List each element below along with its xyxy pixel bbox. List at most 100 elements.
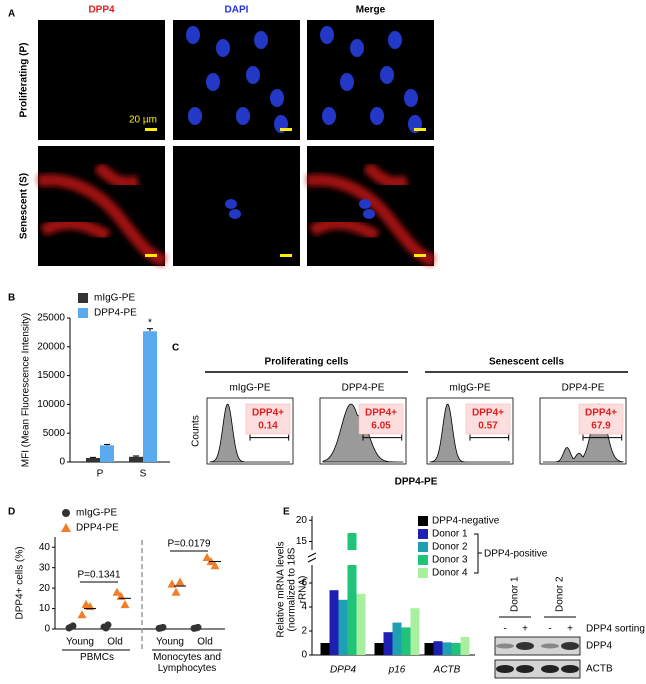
legend-marker xyxy=(62,509,70,517)
band xyxy=(561,642,579,650)
band-label: DPP4 xyxy=(586,641,613,652)
plot-label: mIgG-PE xyxy=(229,383,270,394)
y-tick-label: 6 xyxy=(301,578,307,589)
gate-label: DPP4+ xyxy=(585,408,617,419)
point xyxy=(210,561,220,570)
plot-frame xyxy=(426,397,514,465)
point xyxy=(194,623,202,631)
bar xyxy=(100,445,114,462)
band xyxy=(541,643,559,649)
blot-strip xyxy=(494,659,581,679)
gate-box xyxy=(358,403,404,435)
legend-swatch xyxy=(78,308,88,318)
column-header: DPP4 xyxy=(88,5,115,16)
gate-value: 67.9 xyxy=(591,421,611,432)
y-tick-label: 30 xyxy=(39,562,51,573)
y-tick-label: 20 xyxy=(296,515,308,526)
bar xyxy=(129,456,143,462)
legend-label: Donor 4 xyxy=(432,568,468,579)
stain xyxy=(306,174,437,267)
legend-swatch xyxy=(418,542,428,552)
group-header: Senescent cells xyxy=(489,357,564,368)
bar xyxy=(433,641,443,655)
legend-label: mIgG-PE xyxy=(94,293,135,304)
x-tick-label: p16 xyxy=(388,665,406,676)
gate-value: 0.14 xyxy=(258,421,278,432)
plot-label: DPP4-PE xyxy=(342,383,385,394)
nucleus xyxy=(320,26,334,44)
bar xyxy=(383,632,393,655)
gate-value: 6.05 xyxy=(371,421,391,432)
gate-label: DPP4+ xyxy=(252,408,284,419)
sign-label: - xyxy=(548,624,551,635)
micrograph xyxy=(38,20,165,140)
significance-mark: * xyxy=(148,317,152,328)
group-label: PBMCs xyxy=(80,652,114,663)
plot-frame xyxy=(539,397,627,465)
nucleus xyxy=(363,209,375,219)
scale-bar xyxy=(145,254,157,257)
bar xyxy=(329,590,339,655)
panel-label: B xyxy=(8,293,15,304)
lane-label: Donor 1 xyxy=(510,576,521,612)
y-tick-label: 20 xyxy=(39,583,51,594)
histogram xyxy=(429,403,510,463)
legend-label: Donor 1 xyxy=(432,529,468,540)
legend-group-label: DPP4-positive xyxy=(484,549,548,560)
y-axis-label: DPP4+ cells (%) xyxy=(15,546,26,619)
nucleus xyxy=(359,199,371,209)
histogram xyxy=(209,403,290,463)
legend-swatch xyxy=(418,516,428,526)
bar xyxy=(86,457,100,462)
scale-bar xyxy=(414,254,426,257)
x-tick-label: Old xyxy=(197,637,213,648)
bar xyxy=(338,599,348,655)
nucleus xyxy=(188,107,202,125)
bar xyxy=(392,622,402,655)
nucleus xyxy=(270,89,284,107)
legend-label: Donor 2 xyxy=(432,542,468,553)
gate-label: DPP4+ xyxy=(472,408,504,419)
legend-swatch xyxy=(418,568,428,578)
x-tick-label: Young xyxy=(66,637,94,648)
y-tick-label: 2 xyxy=(301,626,307,637)
scale-bar xyxy=(280,128,292,131)
nucleus xyxy=(380,66,394,84)
stain xyxy=(39,217,111,242)
x-tick-label: Young xyxy=(156,637,184,648)
panel-label: E xyxy=(283,507,290,518)
point xyxy=(112,587,122,596)
y-axis-label: Counts xyxy=(191,415,202,447)
plot-frame xyxy=(319,397,407,465)
band xyxy=(541,665,559,673)
group-label: Monocytes and Lymphocytes xyxy=(153,652,221,674)
plot-label: DPP4-PE xyxy=(562,383,605,394)
bar xyxy=(374,643,384,655)
nucleus xyxy=(186,26,200,44)
bar xyxy=(143,331,157,462)
x-tick-label: P xyxy=(97,469,104,480)
bar xyxy=(442,642,452,655)
band xyxy=(496,665,514,673)
bar xyxy=(451,643,461,655)
legend-swatch xyxy=(78,293,88,303)
legend-label: DPP4-PE xyxy=(94,308,137,319)
stain xyxy=(362,161,409,189)
nucleus xyxy=(404,89,418,107)
point xyxy=(171,587,181,596)
column-header: DAPI xyxy=(225,5,249,16)
band xyxy=(496,643,514,649)
nucleus xyxy=(254,31,268,49)
legend-label: DPP4-negative xyxy=(432,516,500,527)
nucleus xyxy=(370,107,384,125)
x-tick-label: S xyxy=(140,469,147,480)
point xyxy=(159,623,167,631)
point xyxy=(77,610,87,619)
sign-label: + xyxy=(567,624,573,635)
axis-break xyxy=(307,552,317,558)
bar xyxy=(347,565,357,655)
band xyxy=(516,665,534,673)
nucleus xyxy=(322,107,336,125)
bar xyxy=(320,643,330,655)
gate-box xyxy=(245,403,291,435)
